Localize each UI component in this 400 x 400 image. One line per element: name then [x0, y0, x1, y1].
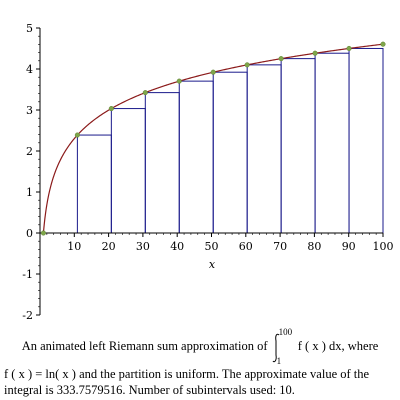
axes	[36, 27, 384, 316]
y-tick-label: 0	[26, 227, 33, 240]
x-tick-label: 50	[205, 240, 219, 253]
caption-line-2: f ( x ) = ln( x ) and the partition is u…	[4, 367, 370, 397]
x-tick-label: 90	[342, 240, 356, 253]
caption-text: An animated left Riemann sum approximati…	[21, 338, 268, 353]
sample-point-8	[312, 50, 318, 56]
x-axis-label: x	[209, 258, 216, 271]
integral-sign: 100 1	[271, 327, 292, 366]
sample-points	[40, 41, 386, 236]
y-tick-label: 1	[26, 186, 33, 199]
riemann-bar-2	[76, 134, 112, 234]
riemann-bar-5	[178, 80, 214, 234]
riemann-bars	[76, 47, 384, 234]
sample-point-6	[244, 62, 250, 68]
x-tick-label: 20	[102, 240, 116, 253]
riemann-bar-9	[314, 52, 350, 234]
y-tick-label: -1	[22, 268, 33, 281]
x-tick-label: 60	[239, 240, 253, 253]
x-tick-label: 80	[307, 240, 321, 253]
sample-point-7	[278, 56, 284, 62]
x-tick-label: 70	[273, 240, 287, 253]
sample-point-9	[346, 45, 352, 52]
x-tick-label: 30	[136, 240, 150, 253]
sample-point-3	[142, 90, 148, 96]
riemann-bar-7	[246, 64, 282, 234]
integral-upper-limit: 100	[278, 327, 293, 337]
sample-point-5	[210, 69, 216, 75]
sample-point-2	[108, 106, 114, 112]
y-tick-label: 5	[26, 22, 33, 35]
sample-point-4	[176, 78, 182, 84]
riemann-bar-4	[144, 92, 180, 234]
x-tick-labels: 10 20 30 40 50 60 70 80 90 100	[67, 240, 393, 253]
riemann-sum-chart: 10 20 30 40 50 60 70 80 90 100 -2 -1 0 1 2 3 4 5 x	[22, 22, 393, 320]
y-tick-label: 4	[26, 63, 33, 76]
riemann-bar-8	[280, 58, 316, 234]
y-tick-labels: -2 -1 0 1 2 3 4 5	[22, 22, 33, 320]
y-tick-label: 2	[26, 145, 33, 158]
function-curve	[42, 43, 384, 234]
sample-point-10	[380, 41, 386, 47]
riemann-bar-10	[348, 47, 384, 234]
x-tick-label: 40	[170, 240, 184, 253]
y-tick-label: 3	[26, 104, 33, 117]
x-tick-label: 10	[67, 240, 81, 253]
integrand: f ( x ) dx, where	[297, 338, 379, 353]
sample-point-1	[74, 132, 80, 138]
riemann-bar-3	[110, 108, 146, 234]
integral-lower-limit: 1	[276, 356, 282, 366]
x-tick-label: 100	[373, 240, 394, 253]
y-tick-label: -2	[22, 309, 33, 320]
sample-point-0	[40, 230, 46, 236]
riemann-bar-6	[212, 71, 248, 234]
caption-line-1: An animated left Riemann sum approximati…	[0, 327, 400, 366]
